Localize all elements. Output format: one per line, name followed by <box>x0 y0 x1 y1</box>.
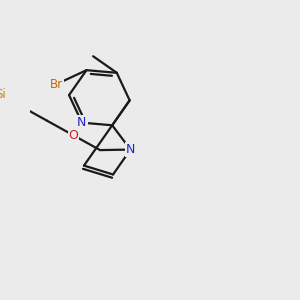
Text: Si: Si <box>0 88 6 101</box>
Text: N: N <box>126 143 135 156</box>
Text: O: O <box>69 129 78 142</box>
Text: N: N <box>77 116 87 129</box>
Text: Br: Br <box>50 78 63 91</box>
